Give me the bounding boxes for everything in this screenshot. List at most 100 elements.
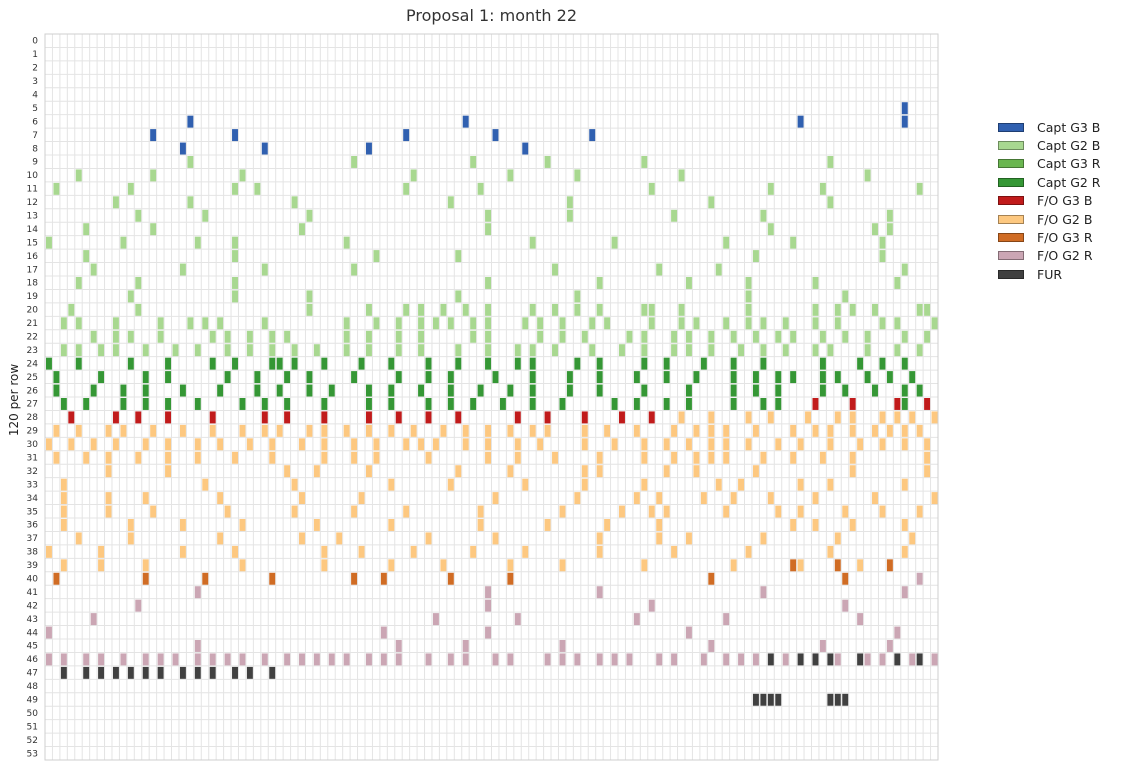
cell — [105, 451, 112, 464]
cell — [157, 653, 164, 666]
cell — [291, 344, 298, 357]
cell — [194, 236, 201, 249]
legend-swatch — [998, 159, 1024, 169]
cell — [217, 492, 224, 505]
cell — [559, 317, 566, 330]
y-tick-label: 49 — [27, 696, 39, 706]
cell — [284, 398, 291, 410]
cell — [916, 653, 923, 666]
cell — [321, 411, 328, 424]
cell — [269, 438, 276, 451]
y-tick-label: 41 — [27, 588, 38, 598]
cell — [53, 451, 60, 464]
cell — [105, 492, 112, 505]
cell — [291, 196, 298, 209]
cell — [224, 330, 231, 343]
cell — [75, 344, 82, 357]
cell — [752, 693, 759, 706]
cell — [142, 492, 149, 505]
cell — [552, 263, 558, 276]
cell — [127, 182, 134, 195]
cell — [827, 344, 834, 357]
cell — [633, 492, 640, 505]
cell — [179, 545, 186, 558]
cell — [909, 653, 916, 666]
cell — [276, 357, 283, 370]
cell — [678, 317, 685, 330]
cell — [611, 653, 618, 666]
cell — [723, 451, 730, 464]
cell — [120, 398, 127, 410]
cell — [775, 693, 782, 706]
cell — [365, 330, 372, 343]
cell — [395, 317, 402, 330]
cell — [760, 693, 767, 706]
cell — [269, 344, 276, 357]
cell — [708, 330, 715, 343]
cell — [455, 465, 462, 478]
cell — [284, 371, 291, 384]
plot-frame — [44, 33, 939, 761]
cell — [827, 156, 834, 168]
cell — [313, 653, 320, 666]
cell — [566, 209, 573, 222]
cell — [574, 303, 581, 316]
cell — [321, 559, 328, 572]
y-tick-label: 38 — [27, 548, 39, 558]
cell — [306, 209, 313, 222]
cell — [581, 330, 588, 343]
cell — [246, 344, 253, 357]
legend-swatch — [998, 122, 1024, 132]
cell — [730, 371, 737, 384]
y-tick-label: 1 — [32, 50, 38, 60]
cell — [767, 182, 774, 195]
cell — [514, 438, 521, 451]
cell — [60, 478, 67, 491]
cell — [380, 572, 387, 585]
cell — [120, 236, 127, 249]
cell — [879, 505, 886, 518]
cell — [179, 519, 186, 531]
cell — [857, 613, 864, 626]
cell — [112, 317, 119, 330]
cell — [60, 653, 67, 666]
cell — [142, 572, 149, 585]
cell — [812, 492, 819, 505]
cell — [365, 653, 372, 666]
cell — [306, 371, 313, 384]
cell — [916, 572, 923, 585]
cell — [745, 277, 752, 289]
y-tick-label: 15 — [27, 238, 38, 248]
cell — [425, 357, 432, 370]
cell — [60, 505, 67, 518]
cell — [552, 451, 558, 464]
cell — [179, 142, 186, 155]
cell — [693, 451, 700, 464]
cell — [447, 196, 454, 209]
cell — [566, 196, 573, 209]
cell — [544, 424, 551, 437]
cell — [700, 357, 707, 370]
cell — [328, 653, 335, 666]
cell — [98, 653, 105, 666]
cell — [112, 411, 119, 424]
y-tick-label: 6 — [32, 117, 38, 127]
cell — [767, 223, 774, 236]
cell — [135, 451, 142, 464]
cell — [425, 451, 432, 464]
cell — [805, 411, 811, 424]
y-tick-label: 48 — [27, 682, 39, 692]
cell — [321, 545, 328, 558]
cell — [909, 411, 916, 424]
cell — [217, 317, 224, 330]
cell — [485, 209, 491, 222]
cell — [299, 532, 305, 545]
cell — [797, 505, 804, 518]
cell — [232, 666, 238, 679]
cell — [529, 357, 536, 370]
cell — [120, 653, 127, 666]
cell — [75, 532, 82, 545]
cell — [75, 357, 82, 370]
cell — [819, 330, 826, 343]
y-tick-label: 19 — [27, 292, 39, 302]
